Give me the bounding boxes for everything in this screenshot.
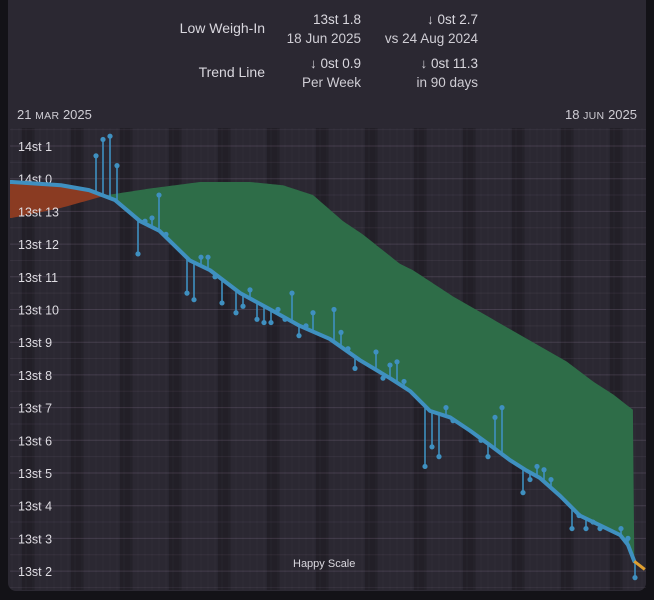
y-axis-tick-label: 13st 9	[18, 336, 52, 350]
weigh-in-point	[548, 476, 554, 483]
trend-line-change: ↓ 0st 11.3 in 90 days	[370, 54, 478, 92]
trend-rate-value: ↓ 0st 0.9	[309, 56, 361, 71]
weigh-in-point	[583, 525, 589, 532]
weigh-in-point	[485, 454, 491, 460]
weigh-in-point	[205, 254, 211, 260]
y-axis-tick-label: 13st 2	[18, 565, 52, 579]
start-month: Mar	[35, 110, 60, 122]
weigh-in-point	[534, 463, 540, 470]
projection-line	[633, 560, 646, 571]
start-day: 21	[17, 107, 32, 122]
range-end-date: 18 Jun 2025	[565, 107, 637, 122]
trend-line	[10, 179, 637, 564]
weigh-in-point	[429, 444, 435, 450]
weigh-in-point	[618, 525, 624, 532]
weigh-in-point	[338, 329, 344, 335]
trend-change-value: ↓ 0st 11.3	[420, 56, 478, 71]
weigh-in-point	[352, 365, 358, 371]
weigh-in-point	[436, 454, 442, 460]
weigh-in-point	[632, 575, 638, 581]
low-weigh-in-weight: 13st 1.8	[312, 12, 361, 27]
trend-change-period: in 90 days	[416, 75, 478, 90]
ahead-area	[104, 181, 635, 562]
y-axis-tick-label: 13st 12	[18, 238, 59, 252]
week-stripe	[119, 128, 133, 590]
weigh-in-point	[100, 136, 106, 143]
weigh-in-point	[240, 303, 246, 309]
weigh-in-point	[387, 362, 393, 368]
weigh-in-point	[107, 133, 113, 139]
weigh-in-point	[219, 300, 225, 306]
low-weigh-in-compare: vs 24 Aug 2024	[384, 31, 478, 46]
weigh-in-point	[394, 359, 400, 365]
weigh-in-point	[443, 405, 449, 411]
weigh-in-point	[492, 414, 498, 421]
weigh-in-point	[247, 287, 253, 293]
y-axis-tick-label: 13st 8	[18, 369, 52, 383]
weigh-in-point	[527, 476, 533, 483]
weigh-in-point	[331, 306, 337, 313]
weigh-in-point	[156, 192, 162, 198]
behind-area	[10, 181, 105, 218]
weigh-in-point	[422, 463, 428, 470]
low-weigh-in-label: Low Weigh-In	[179, 20, 265, 36]
low-weigh-in-value: 13st 1.8 18 Jun 2025	[260, 10, 361, 48]
start-year: 2025	[62, 107, 92, 122]
y-axis-tick-label: 13st 5	[18, 467, 52, 481]
y-axis-tick-label: 13st 4	[18, 500, 52, 514]
trend-line-label: Trend Line	[198, 64, 265, 80]
weigh-in-point	[135, 251, 141, 257]
weigh-in-point	[296, 333, 302, 339]
y-axis-tick-label: 13st 6	[18, 434, 52, 448]
low-weigh-in-date: 18 Jun 2025	[286, 31, 361, 46]
weigh-in-point	[569, 525, 575, 532]
week-stripe	[70, 128, 84, 590]
happy-scale-watermark: Happy Scale	[293, 558, 356, 570]
y-axis-tick-label: 14st 1	[18, 140, 52, 154]
weigh-in-point	[198, 254, 204, 260]
weigh-in-point	[191, 297, 197, 303]
weigh-in-point	[233, 310, 239, 316]
weigh-in-point	[184, 290, 190, 296]
weigh-in-point	[114, 163, 120, 169]
y-axis-tick-label: 13st 11	[18, 271, 58, 285]
weigh-in-point	[499, 405, 505, 411]
weigh-in-point	[268, 319, 274, 326]
end-month: Jun	[583, 110, 605, 122]
y-axis-tick-label: 13st 3	[18, 532, 52, 546]
weigh-in-point	[373, 349, 379, 355]
weigh-in-point	[254, 316, 260, 322]
y-axis-tick-label: 13st 7	[18, 402, 52, 416]
weigh-in-point	[310, 310, 316, 316]
end-day: 18	[565, 107, 580, 122]
week-stripe	[21, 128, 35, 590]
weigh-in-point	[520, 490, 526, 496]
weigh-in-point	[261, 319, 267, 326]
trend-line-rate: ↓ 0st 0.9 Per Week	[260, 54, 361, 92]
y-axis-tick-label: 13st 13	[18, 205, 59, 219]
trend-rate-unit: Per Week	[301, 75, 361, 90]
weigh-in-point	[289, 290, 295, 296]
low-weigh-in-delta: ↓ 0st 2.7	[426, 12, 478, 27]
weigh-in-point	[93, 153, 99, 159]
end-year: 2025	[608, 107, 637, 122]
low-weigh-in-change: ↓ 0st 2.7 vs 24 Aug 2024	[370, 10, 478, 48]
y-axis-tick-label: 13st 10	[18, 304, 59, 318]
weigh-in-point	[401, 378, 407, 385]
weigh-in-point	[149, 215, 155, 221]
range-start-date: 21 Mar 2025	[17, 107, 92, 122]
weigh-in-point	[541, 467, 547, 473]
weigh-in-point	[625, 535, 631, 542]
